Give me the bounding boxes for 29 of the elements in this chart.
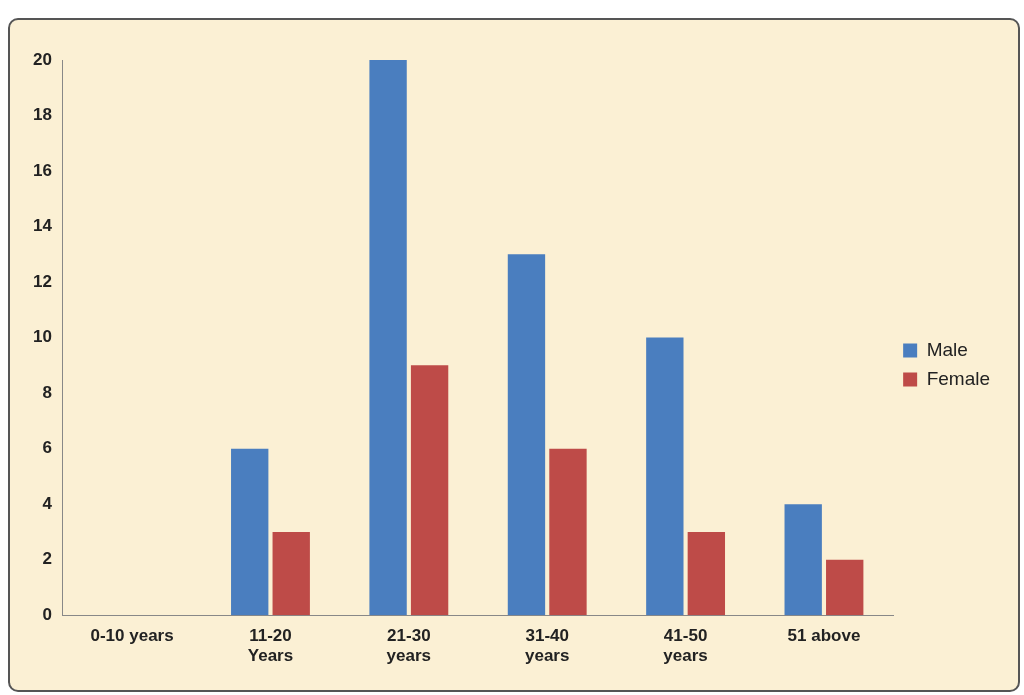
y-tick-label: 2 [42,549,52,569]
y-tick-label: 20 [32,49,52,69]
bar [507,254,546,616]
y-tick-label: 18 [32,105,52,125]
y-tick-label: 10 [32,327,52,347]
x-tick-label: 21-30 years [386,626,432,666]
y-tick-label: 16 [32,160,52,180]
bar [369,60,407,616]
x-tick-label: 51 above [787,626,861,646]
bar [410,365,449,616]
bar [231,448,269,616]
bar [687,531,726,616]
x-tick-label: 41-50 years [663,626,708,666]
legend-label: Male [926,338,968,360]
bar [826,559,864,616]
x-tick-label: 11-20 Years [247,626,294,666]
y-tick-label: 4 [42,493,53,513]
bar [646,337,684,616]
bar [272,531,310,616]
bar [784,504,822,616]
y-tick-label: 0 [42,604,52,624]
legend-label: Female [926,367,990,389]
x-tick-label: 31-40 years [524,626,570,666]
x-tick-label: 0-10 years [90,626,174,646]
bar [549,448,587,616]
y-tick-label: 6 [42,438,52,458]
y-tick-label: 14 [32,216,53,236]
y-tick-label: 12 [32,271,52,291]
y-tick-label: 8 [42,382,52,402]
